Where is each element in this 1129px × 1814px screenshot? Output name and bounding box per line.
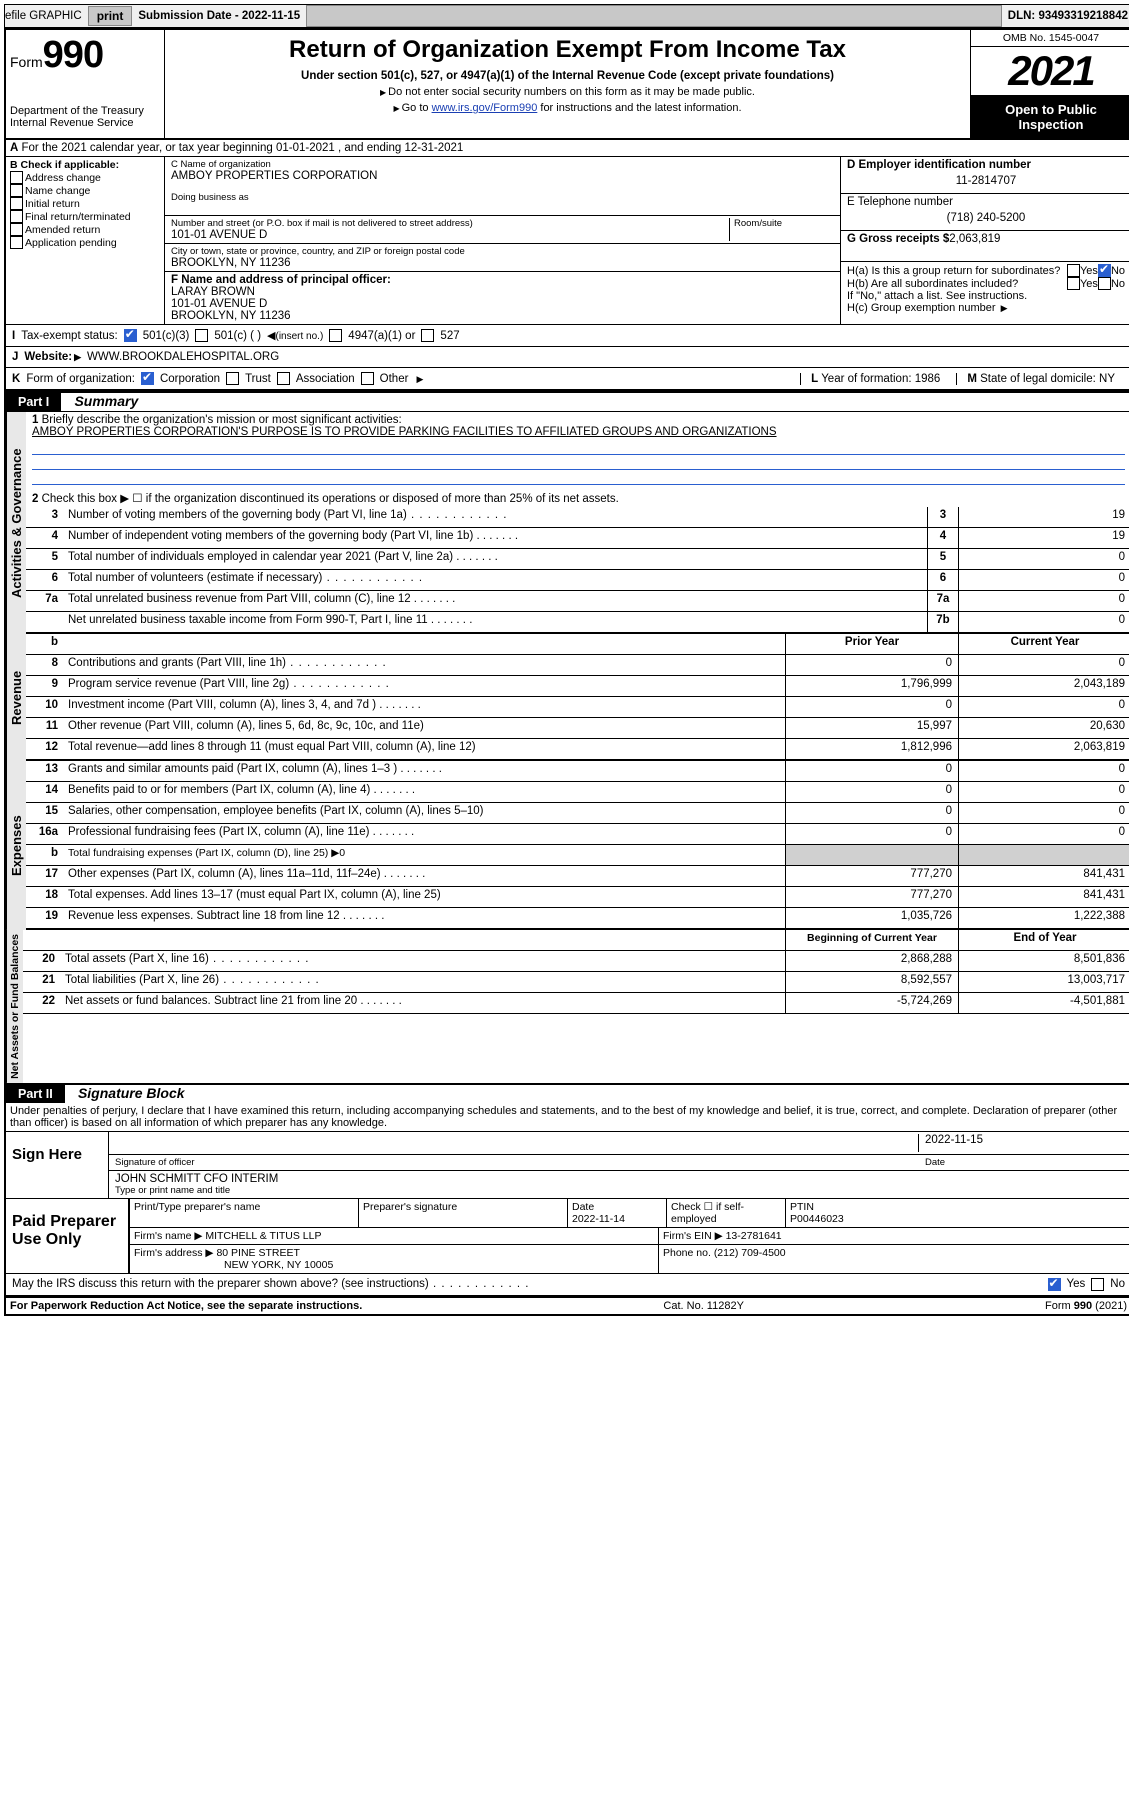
irs-link[interactable]: www.irs.gov/Form990	[432, 102, 538, 114]
tax-501c[interactable]	[195, 329, 208, 342]
form-header: Form990 Department of the Treasury Inter…	[6, 30, 1129, 140]
row-j: J Website: WWW.BROOKDALEHOSPITAL.ORG	[6, 347, 1129, 368]
cell-ein: D Employer identification number 11-2814…	[841, 157, 1129, 194]
k-other[interactable]	[361, 372, 374, 385]
section-revenue: Revenue bPrior YearCurrent Year 8Contrib…	[6, 634, 1129, 761]
chk-amended[interactable]: Amended return	[10, 223, 160, 236]
dept-label: Department of the Treasury	[10, 105, 160, 117]
header-title-block: Return of Organization Exempt From Incom…	[165, 30, 970, 138]
efile-label: efile GRAPHIC	[5, 10, 82, 22]
col-right: D Employer identification number 11-2814…	[840, 157, 1129, 324]
tax-527[interactable]	[421, 329, 434, 342]
header-left: Form990 Department of the Treasury Inter…	[6, 30, 165, 138]
form-note1: Do not enter social security numbers on …	[173, 86, 962, 98]
form-note2: Go to www.irs.gov/Form990 for instructio…	[173, 102, 962, 114]
form-number: Form990	[10, 34, 160, 77]
form-outer: Form990 Department of the Treasury Inter…	[4, 28, 1129, 1316]
ha-yes[interactable]	[1067, 264, 1080, 277]
form-subtitle: Under section 501(c), 527, or 4947(a)(1)…	[173, 70, 962, 82]
mission-text: AMBOY PROPERTIES CORPORATION'S PURPOSE I…	[32, 426, 777, 438]
row-k: K Form of organization: Corporation Trus…	[6, 368, 1129, 391]
cell-officer: F Name and address of principal officer:…	[165, 272, 840, 324]
omb-number: OMB No. 1545-0047	[971, 30, 1129, 47]
chk-address[interactable]: Address change	[10, 171, 160, 184]
form-title: Return of Organization Exempt From Incom…	[173, 36, 962, 64]
cell-h: H(a) Is this a group return for subordin…	[841, 262, 1129, 316]
hb-no[interactable]	[1098, 277, 1111, 290]
top-bar: efile GRAPHIC print Submission Date - 20…	[4, 4, 1129, 28]
chk-final[interactable]: Final return/terminated	[10, 210, 160, 223]
tax-4947[interactable]	[329, 329, 342, 342]
print-button[interactable]: print	[88, 6, 133, 26]
scroll-track	[306, 5, 1002, 27]
col-mid: C Name of organization AMBOY PROPERTIES …	[165, 157, 840, 324]
chk-initial[interactable]: Initial return	[10, 197, 160, 210]
part1-header: Part I Summary	[6, 391, 1129, 412]
cell-phone: E Telephone number (718) 240-5200	[841, 194, 1129, 231]
chk-pending[interactable]: Application pending	[10, 236, 160, 249]
sign-here-block: Sign Here 2022-11-15 Signature of office…	[6, 1132, 1129, 1199]
ha-no[interactable]	[1098, 264, 1111, 277]
chk-namechange[interactable]: Name change	[10, 184, 160, 197]
k-assoc[interactable]	[277, 372, 290, 385]
cell-gross: G Gross receipts $2,063,819	[841, 231, 1129, 262]
col-b: B Check if applicable: Address change Na…	[6, 157, 165, 324]
tax-year: 2021	[971, 47, 1129, 96]
inspection-badge: Open to Public Inspection	[971, 96, 1129, 138]
cell-address: Number and street (or P.O. box if mail i…	[165, 216, 840, 244]
cell-orgname: C Name of organization AMBOY PROPERTIES …	[165, 157, 840, 216]
paid-preparer-block: Paid Preparer Use Only Print/Type prepar…	[6, 1199, 1129, 1273]
hb-yes[interactable]	[1067, 277, 1080, 290]
penalty-text: Under penalties of perjury, I declare th…	[6, 1103, 1129, 1132]
part2-header: Part II Signature Block	[6, 1085, 1129, 1103]
discuss-no[interactable]	[1091, 1278, 1104, 1291]
discuss-yes[interactable]	[1048, 1278, 1061, 1291]
k-corp[interactable]	[141, 372, 154, 385]
dln-label: DLN: 93493319218842	[1008, 10, 1129, 22]
row-a: A For the 2021 calendar year, or tax yea…	[6, 140, 1129, 157]
k-trust[interactable]	[226, 372, 239, 385]
identity-block: B Check if applicable: Address change Na…	[6, 157, 1129, 325]
discuss-row: May the IRS discuss this return with the…	[6, 1273, 1129, 1297]
header-right: OMB No. 1545-0047 2021 Open to Public In…	[970, 30, 1129, 138]
footer-row: For Paperwork Reduction Act Notice, see …	[6, 1297, 1129, 1314]
section-netassets: Net Assets or Fund Balances Beginning of…	[6, 930, 1129, 1085]
row-i: I Tax-exempt status: 501(c)(3) 501(c) ( …	[6, 325, 1129, 347]
section-expenses: Expenses 13Grants and similar amounts pa…	[6, 761, 1129, 930]
irs-label: Internal Revenue Service	[10, 117, 160, 129]
submission-label: Submission Date - 2022-11-15	[138, 10, 300, 22]
tax-501c3[interactable]	[124, 329, 137, 342]
section-governance: Activities & Governance 1 Briefly descri…	[6, 412, 1129, 634]
cell-city: City or town, state or province, country…	[165, 244, 840, 272]
